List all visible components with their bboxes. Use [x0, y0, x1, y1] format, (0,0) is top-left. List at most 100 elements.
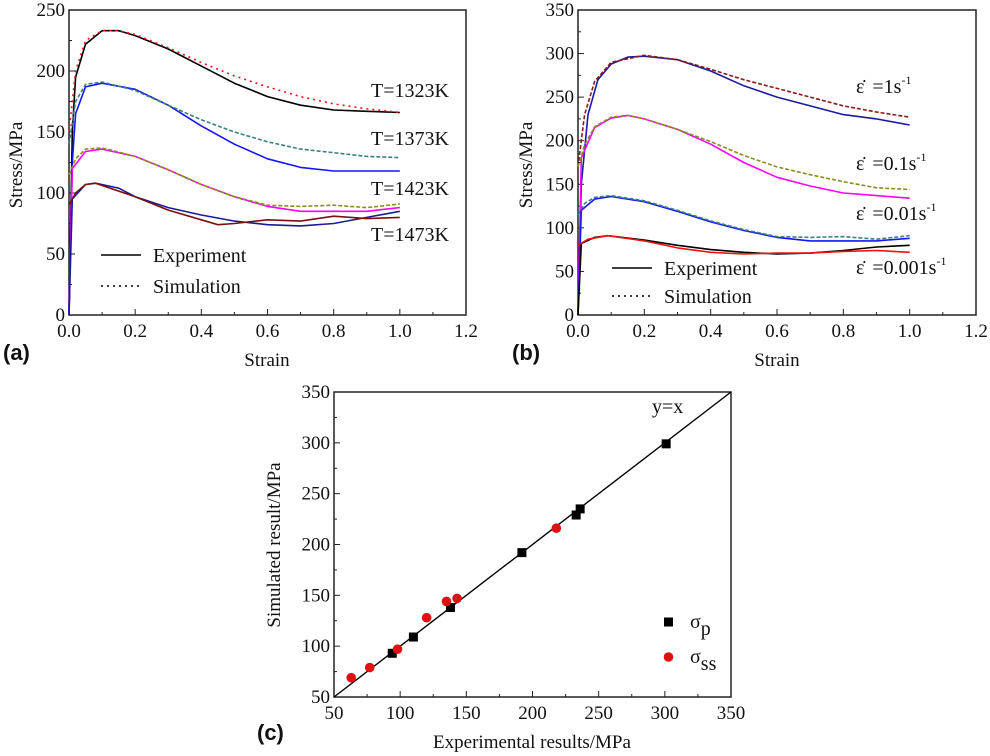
- strain-rate-symbol: ε̇: [856, 257, 866, 279]
- series-line-simulation: [577, 54, 910, 168]
- y-tick-label: 50: [555, 261, 574, 282]
- plot-frame: [68, 9, 467, 316]
- strain-rate-value: =0.1s: [872, 153, 916, 175]
- series-line-experiment: [68, 82, 400, 316]
- curve-label: T=1473K: [371, 224, 449, 246]
- data-point-sigma-ss: [452, 593, 462, 604]
- series-line-experiment: [577, 114, 910, 316]
- curve-label: ε̇ =0.001s-1: [856, 254, 946, 279]
- x-axis-title: Strain: [754, 350, 800, 371]
- data-point-sigma-ss: [364, 662, 375, 673]
- data-point-sigma-p: [387, 648, 397, 658]
- y-tick-label: 50: [311, 687, 330, 708]
- series-line-experiment: [577, 195, 910, 316]
- x-tick-label: 0.6: [256, 321, 280, 342]
- legend-label: σp: [690, 611, 711, 640]
- x-tick-label: 50: [325, 703, 344, 724]
- panel-label: (b): [512, 340, 540, 365]
- y-tick-label: 200: [546, 131, 575, 152]
- reference-line-label: y=x: [652, 396, 683, 418]
- series-line-experiment: [577, 55, 910, 316]
- legend-square-marker: [664, 617, 673, 627]
- x-tick-label: 1.0: [388, 321, 412, 342]
- y-tick-label: 100: [37, 183, 66, 204]
- data-point-sigma-ss: [551, 523, 562, 534]
- x-tick-label: 1.2: [454, 321, 478, 342]
- data-point-sigma-ss: [421, 612, 432, 623]
- y-tick-label: 150: [37, 122, 66, 143]
- data-point-sigma-ss: [392, 644, 403, 655]
- x-tick-label: 0.6: [765, 321, 789, 342]
- x-tick-label: 0.2: [123, 321, 147, 342]
- unit-superscript: -1: [926, 200, 936, 214]
- x-tick-label: 350: [717, 703, 746, 724]
- y-tick-label: 250: [546, 87, 575, 108]
- panel-label: (c): [257, 720, 284, 745]
- x-tick-label: 1.0: [898, 321, 922, 342]
- curve-label: T=1323K: [371, 80, 449, 102]
- curve-label: ε̇ =1s-1: [856, 73, 911, 98]
- curve-label: ε̇ =0.1s-1: [856, 150, 926, 175]
- panel-label: (a): [3, 340, 30, 365]
- legend-label-simulation: Simulation: [153, 276, 241, 298]
- y-tick-label: 100: [302, 636, 331, 657]
- y-tick-label: 0: [56, 305, 66, 326]
- y-tick-label: 250: [302, 484, 331, 505]
- strain-rate-symbol: ε̇: [856, 203, 866, 225]
- y-tick-label: 200: [37, 61, 66, 82]
- data-point-sigma-p: [571, 510, 581, 520]
- legend-subscript: p: [701, 618, 711, 640]
- data-point-sigma-p: [517, 548, 527, 558]
- x-tick-label: 0.2: [632, 321, 656, 342]
- y-tick-label: 250: [37, 0, 66, 21]
- y-tick-label: 150: [302, 585, 331, 606]
- y-axis-title: Stress/MPa: [516, 121, 537, 208]
- y-tick-label: 200: [302, 535, 331, 556]
- x-tick-label: 0.8: [322, 321, 346, 342]
- x-tick-label: 300: [651, 703, 680, 724]
- curve-label: ε̇ =0.01s-1: [856, 200, 936, 225]
- legend-label-experiment: Experiment: [153, 245, 247, 267]
- strain-rate-value: =0.001s: [872, 257, 936, 279]
- legend-sigma: σ: [690, 611, 701, 633]
- y-tick-label: 300: [546, 44, 575, 65]
- panel-b: 0.0 0.2 0.4 0.6 0.8 1.0 1.2 0 50 100 150 200 250 300 3…: [512, 0, 988, 371]
- x-tick-label: 0.8: [831, 321, 855, 342]
- strain-rate-value: =0.01s: [872, 203, 926, 225]
- legend-sigma: σ: [690, 646, 701, 668]
- x-tick-label: 0.4: [189, 321, 213, 342]
- x-tick-label: 0.0: [566, 321, 590, 342]
- data-point-sigma-p: [445, 603, 455, 613]
- legend-label-simulation: Simulation: [664, 286, 752, 308]
- y-tick-label: 0: [565, 305, 575, 326]
- data-point-sigma-ss: [441, 596, 452, 607]
- strain-rate-symbol: ε̇: [856, 76, 866, 98]
- unit-superscript: -1: [916, 150, 926, 164]
- strain-rate-value: =1s: [872, 76, 901, 98]
- x-tick-label: 100: [386, 703, 415, 724]
- curve-label: T=1373K: [371, 128, 449, 150]
- x-tick-label: 0.4: [699, 321, 723, 342]
- series-line-experiment: [68, 29, 400, 316]
- x-tick-label: 150: [452, 703, 481, 724]
- x-tick-label: 1.2: [964, 321, 988, 342]
- data-point-sigma-p: [661, 439, 671, 449]
- y-tick-label: 150: [546, 174, 575, 195]
- x-axis-title: Strain: [244, 350, 290, 371]
- series-line-simulation: [68, 81, 400, 159]
- y-tick-label: 100: [546, 218, 575, 239]
- data-point-sigma-p: [575, 504, 585, 514]
- x-tick-label: 200: [518, 703, 547, 724]
- legend-subscript: ss: [701, 653, 717, 675]
- data-point-sigma-ss: [346, 672, 357, 683]
- unit-superscript: -1: [936, 254, 946, 268]
- y-axis-title: Stress/MPa: [6, 121, 27, 208]
- unit-superscript: -1: [901, 73, 911, 87]
- panel-a: 0.0 0.2 0.4 0.6 0.8 1.0 1.2 0 50 100 150 200 250 Stra…: [3, 0, 478, 371]
- series-line-simulation: [577, 194, 910, 240]
- curve-label: T=1423K: [371, 178, 449, 200]
- panel-c: 50 100 150 200 250 300 350 50 100 150 200 250 300 350…: [257, 382, 745, 753]
- x-tick-label: 250: [584, 703, 613, 724]
- legend-label: σss: [690, 646, 717, 675]
